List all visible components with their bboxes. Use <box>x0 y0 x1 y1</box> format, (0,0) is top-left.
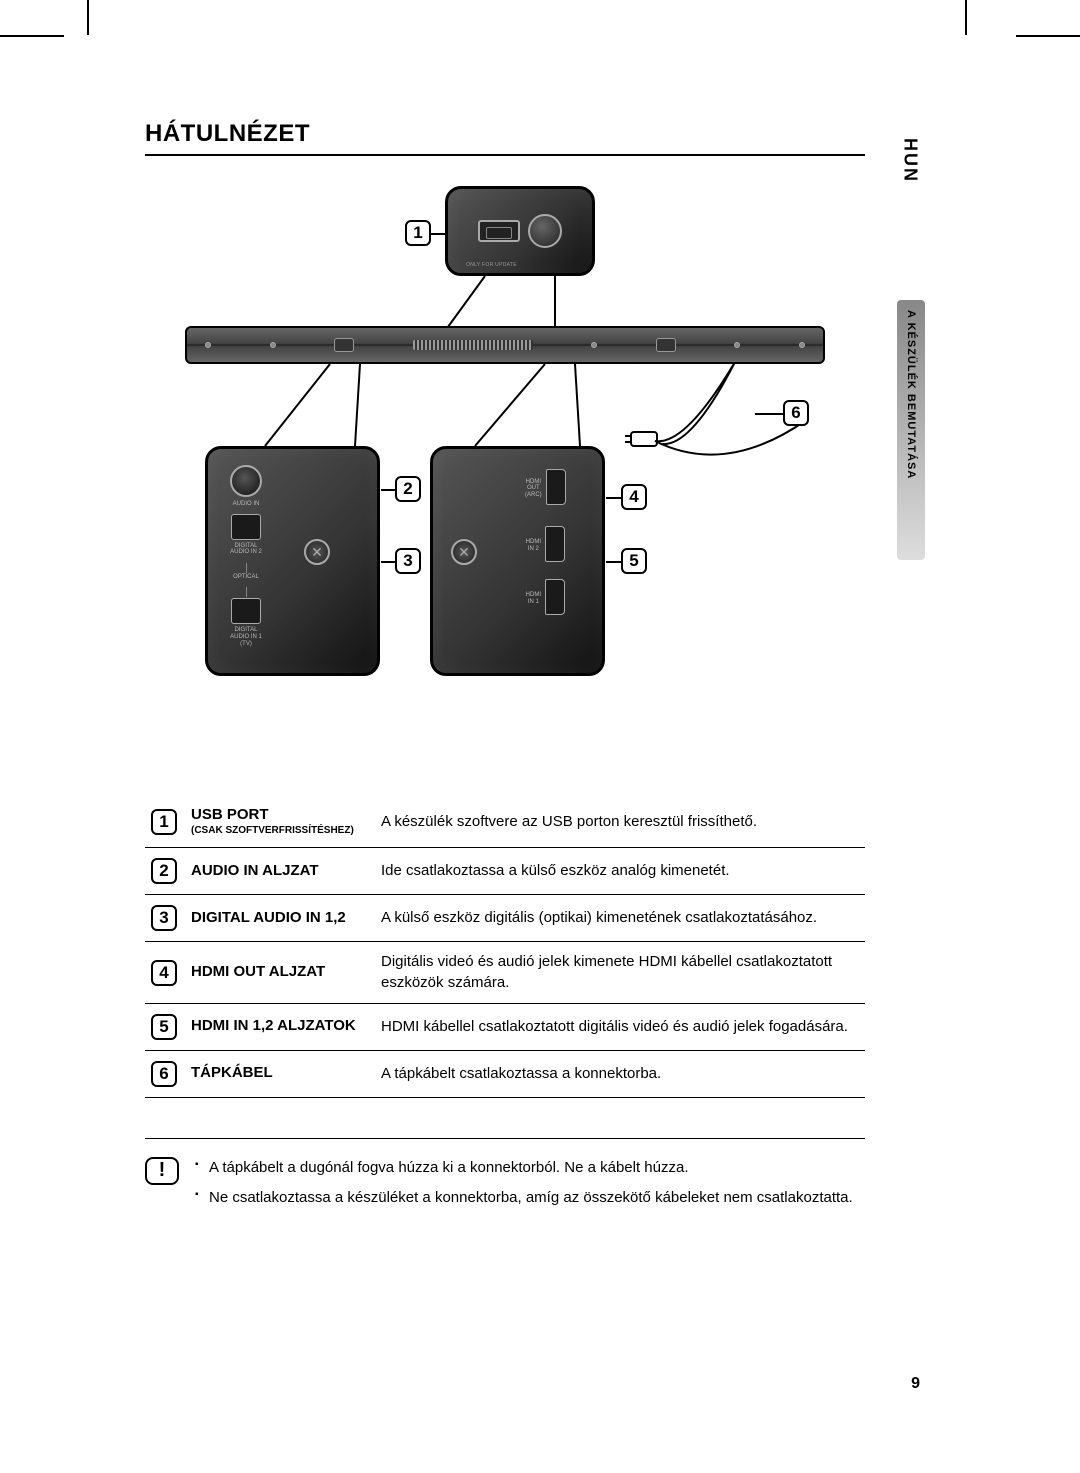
caution-item: A tápkábelt a dugónál fogva húzza ki a k… <box>195 1157 853 1180</box>
crop-mark <box>87 0 89 35</box>
row-description: A tápkábelt csatlakoztassa a konnektorba… <box>375 1050 865 1097</box>
bar-screw-icon <box>799 342 805 348</box>
usb-detail-label: ONLY FOR UPDATE <box>466 262 517 268</box>
bar-mount-icon <box>656 338 676 352</box>
row-description: A készülék szoftvere az USB porton keres… <box>375 796 865 848</box>
leader-line <box>606 497 621 499</box>
soundbar-rear <box>185 326 825 364</box>
row-description: Digitális videó és audió jelek kimenete … <box>375 942 865 1004</box>
digital-audio-in2-icon <box>231 514 261 540</box>
leader-line <box>381 561 395 563</box>
hdmi-in1-icon <box>545 579 565 615</box>
callout-5: 5 <box>621 548 647 574</box>
audio-ports-panel: ✕ AUDIO IN DIGITAL AUDIO IN 2 OPTICAL DI… <box>205 446 380 676</box>
digital-audio-in1-icon <box>231 598 261 624</box>
table-row: 5 HDMI IN 1,2 ALJZATOKHDMI kábellel csatl… <box>145 1003 865 1050</box>
caution-icon: ! <box>145 1157 179 1185</box>
crop-mark <box>0 35 64 37</box>
audio-in-jack-icon <box>230 465 262 497</box>
page-title: HÁTULNÉZET <box>145 120 865 156</box>
caution-list: A tápkábelt a dugónál fogva húzza ki a k… <box>195 1157 853 1218</box>
hdmi-ports-panel: ✕ HDMI OUT (ARC) HDMI IN 2 HDMI IN 1 <box>430 446 605 676</box>
row-description: A külső eszköz digitális (optikai) kimen… <box>375 895 865 942</box>
crop-mark <box>965 0 967 35</box>
usb-port-icon <box>478 220 520 242</box>
row-label: USB PORT(CSAK SZOFTVERFRISSÍTÉSHEZ) <box>185 796 375 848</box>
leader-line <box>431 233 445 235</box>
row-number: 6 <box>151 1061 177 1087</box>
audio-in-label: AUDIO IN <box>233 501 260 508</box>
caution-notes: ! A tápkábelt a dugónál fogva húzza ki a… <box>145 1138 865 1218</box>
divider <box>246 563 247 573</box>
row-label: HDMI OUT ALJZAT <box>185 942 375 1004</box>
table-row: 2 AUDIO IN ALJZATIde csatlakoztassa a kül… <box>145 848 865 895</box>
hdmi-in2-label: HDMI IN 2 <box>526 539 541 552</box>
row-label: TÁPKÁBEL <box>185 1050 375 1097</box>
leader-line <box>755 413 783 415</box>
section-side-label: A KÉSZÜLÉK BEMUTATÁSA <box>897 300 925 560</box>
caution-item: Ne csatlakoztassa a készüléket a konnekt… <box>195 1187 853 1210</box>
callout-4: 4 <box>621 484 647 510</box>
page-number: 9 <box>911 1375 920 1393</box>
divider <box>246 587 247 597</box>
callout-1: 1 <box>405 220 431 246</box>
screw-icon: ✕ <box>304 539 330 565</box>
row-label: AUDIO IN ALJZAT <box>185 848 375 895</box>
table-row: 1 USB PORT(CSAK SZOFTVERFRISSÍTÉSHEZ)A ké… <box>145 796 865 848</box>
bar-grille-icon <box>413 340 533 350</box>
section-side-text: A KÉSZÜLÉK BEMUTATÁSA <box>905 310 917 479</box>
ports-description-table: 1 USB PORT(CSAK SZOFTVERFRISSÍTÉSHEZ)A ké… <box>145 796 865 1098</box>
usb-detail-panel: ONLY FOR UPDATE <box>445 186 595 276</box>
rear-view-diagram: ONLY FOR UPDATE 1 <box>185 186 825 716</box>
row-number: 2 <box>151 858 177 884</box>
row-description: HDMI kábellel csatlakoztatott digitális … <box>375 1003 865 1050</box>
leader-line <box>381 489 395 491</box>
digital-audio-in1-label: DIGITAL AUDIO IN 1 (TV) <box>230 627 262 647</box>
leader-line <box>606 561 621 563</box>
bar-mount-icon <box>334 338 354 352</box>
row-label: HDMI IN 1,2 ALJZATOK <box>185 1003 375 1050</box>
digital-audio-in2-label: DIGITAL AUDIO IN 2 <box>230 543 262 556</box>
optical-label: OPTICAL <box>233 574 259 581</box>
row-label: DIGITAL AUDIO IN 1,2 <box>185 895 375 942</box>
language-code: HUN <box>900 138 921 183</box>
screw-icon: ✕ <box>451 539 477 565</box>
table-row: 4 HDMI OUT ALJZATDigitális videó és audió… <box>145 942 865 1004</box>
crop-mark <box>1016 35 1080 37</box>
hdmi-in2-icon <box>545 526 565 562</box>
table-row: 3 DIGITAL AUDIO IN 1,2A külső eszköz digi… <box>145 895 865 942</box>
row-number: 1 <box>151 809 177 835</box>
row-number: 4 <box>151 960 177 986</box>
bar-screw-icon <box>270 342 276 348</box>
row-number: 5 <box>151 1014 177 1040</box>
table-row: 6 TÁPKÁBELA tápkábelt csatlakoztassa a ko… <box>145 1050 865 1097</box>
hdmi-out-label: HDMI OUT (ARC) <box>525 479 542 499</box>
hdmi-out-icon <box>546 469 566 505</box>
callout-3: 3 <box>395 548 421 574</box>
hdmi-in1-label: HDMI IN 1 <box>526 592 541 605</box>
language-tab: HUN <box>895 130 925 190</box>
row-description: Ide csatlakoztassa a külső eszköz analóg… <box>375 848 865 895</box>
callout-2: 2 <box>395 476 421 502</box>
bar-screw-icon <box>591 342 597 348</box>
round-button-icon <box>528 214 562 248</box>
bar-screw-icon <box>734 342 740 348</box>
callout-6: 6 <box>783 400 809 426</box>
bar-screw-icon <box>205 342 211 348</box>
row-number: 3 <box>151 905 177 931</box>
